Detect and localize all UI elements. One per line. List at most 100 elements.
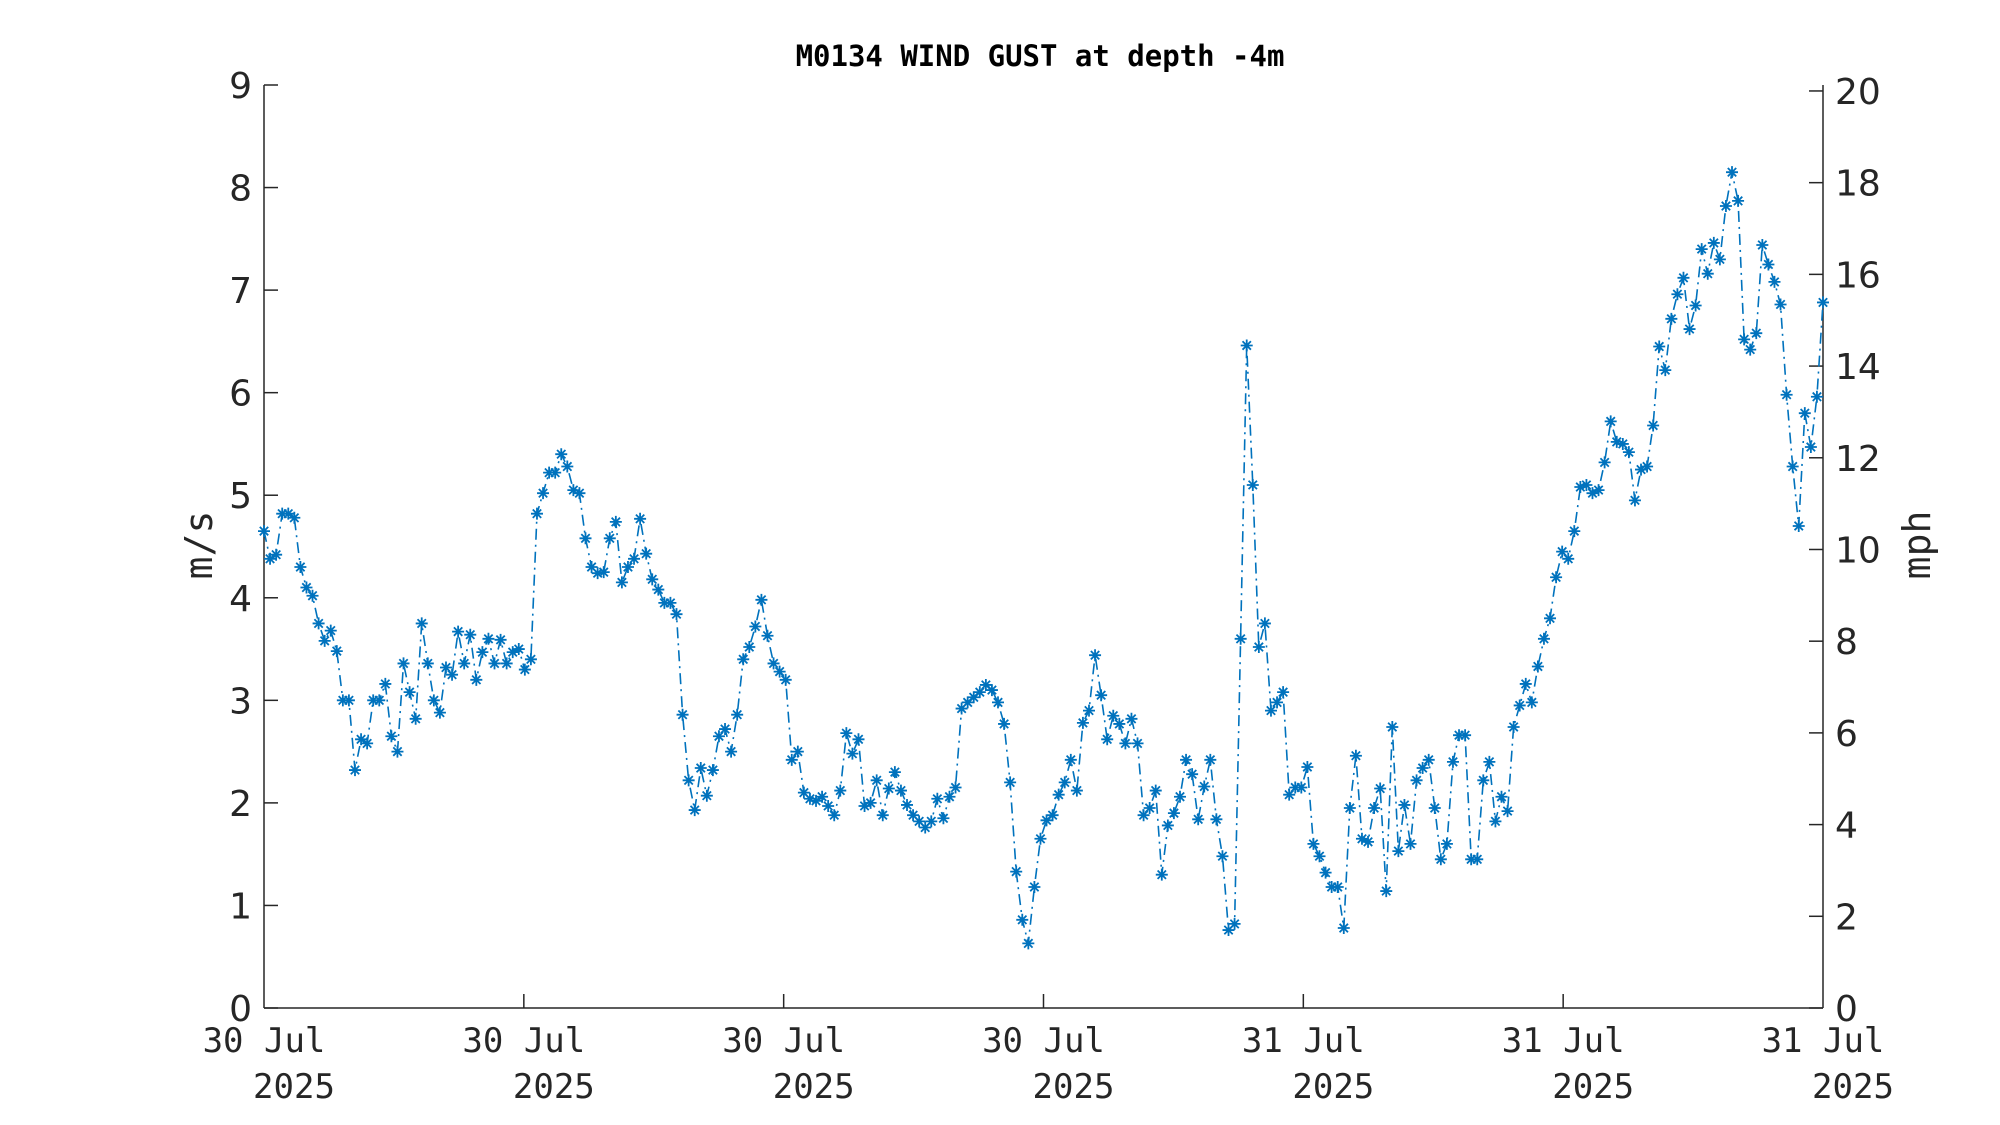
data-point-marker bbox=[1258, 617, 1271, 630]
data-point-marker bbox=[1483, 755, 1496, 768]
data-point-marker bbox=[1386, 720, 1399, 733]
data-point-marker bbox=[803, 792, 816, 805]
chart-title: M0134 WIND GUST at depth -4m bbox=[796, 39, 1285, 73]
data-point-marker bbox=[1592, 484, 1605, 497]
data-point-marker bbox=[834, 784, 847, 797]
data-point-marker bbox=[992, 696, 1004, 709]
data-point-marker bbox=[767, 657, 780, 670]
data-point-marker bbox=[397, 657, 410, 670]
data-point-marker bbox=[1289, 781, 1302, 794]
data-point-marker bbox=[1446, 755, 1459, 768]
data-point-marker bbox=[1034, 832, 1047, 845]
data-point-marker bbox=[1319, 866, 1332, 879]
data-point-marker bbox=[1780, 388, 1793, 401]
data-point-marker bbox=[1817, 296, 1829, 309]
data-point-marker bbox=[446, 668, 459, 681]
data-point-marker bbox=[979, 678, 992, 691]
data-point-marker bbox=[433, 706, 446, 719]
data-point-marker bbox=[567, 484, 580, 497]
data-point-marker bbox=[1580, 478, 1593, 491]
data-point-marker bbox=[870, 774, 883, 787]
data-point-marker bbox=[1264, 704, 1277, 717]
x-tick-label-date: 31 Jul bbox=[1242, 1021, 1365, 1061]
data-point-marker bbox=[1155, 868, 1168, 881]
data-point-marker bbox=[925, 815, 938, 828]
plot-axes bbox=[263, 85, 1824, 1009]
data-point-marker bbox=[1228, 917, 1241, 930]
data-point-marker bbox=[1465, 853, 1478, 866]
data-point-marker bbox=[621, 561, 634, 574]
data-point-marker bbox=[1604, 415, 1617, 428]
data-point-marker bbox=[1622, 446, 1635, 459]
data-point-marker bbox=[282, 507, 295, 520]
data-point-marker bbox=[1392, 845, 1405, 858]
data-point-marker bbox=[276, 507, 289, 520]
x-tick-label-year: 2025 bbox=[513, 1067, 595, 1107]
data-point-marker bbox=[1192, 813, 1205, 826]
data-point-marker bbox=[700, 789, 713, 802]
data-point-marker bbox=[1362, 835, 1375, 848]
data-point-marker bbox=[609, 515, 622, 528]
data-point-marker bbox=[1246, 478, 1259, 491]
data-point-marker bbox=[1750, 327, 1763, 340]
data-point-marker bbox=[1052, 788, 1065, 801]
data-point-marker bbox=[1131, 737, 1144, 750]
data-point-marker bbox=[737, 653, 750, 666]
data-point-marker bbox=[973, 686, 986, 699]
data-point-marker bbox=[1070, 784, 1083, 797]
data-point-marker bbox=[1641, 460, 1654, 473]
data-point-marker bbox=[1410, 774, 1423, 787]
data-point-marker bbox=[1271, 696, 1284, 709]
data-point-marker bbox=[1726, 166, 1739, 179]
data-point-marker bbox=[658, 596, 671, 609]
data-point-marker bbox=[1768, 275, 1781, 288]
data-point-marker bbox=[439, 661, 452, 674]
data-point-marker bbox=[1149, 784, 1162, 797]
data-point-marker bbox=[409, 712, 422, 725]
data-point-marker bbox=[1313, 850, 1326, 863]
x-tick-label-date: 30 Jul bbox=[462, 1021, 585, 1061]
data-point-marker bbox=[1428, 802, 1441, 815]
data-point-marker bbox=[1616, 437, 1629, 450]
data-point-marker bbox=[761, 629, 774, 642]
data-point-marker bbox=[1471, 853, 1484, 866]
data-point-marker bbox=[597, 566, 610, 579]
data-point-marker bbox=[1198, 780, 1211, 793]
data-point-marker bbox=[1355, 832, 1368, 845]
data-point-marker bbox=[779, 673, 792, 686]
data-point-marker bbox=[913, 815, 926, 828]
data-point-marker bbox=[634, 512, 647, 525]
data-point-marker bbox=[1204, 753, 1217, 766]
data-point-marker bbox=[603, 532, 616, 545]
data-point-marker bbox=[1653, 340, 1666, 353]
data-point-marker bbox=[943, 790, 956, 803]
data-point-marker bbox=[403, 686, 416, 699]
data-point-marker bbox=[876, 809, 889, 822]
data-point-marker bbox=[846, 747, 859, 760]
data-point-marker bbox=[755, 593, 768, 606]
data-point-marker bbox=[1495, 790, 1508, 803]
data-point-marker bbox=[1125, 712, 1138, 725]
y-tick-label-left: 8 bbox=[229, 169, 252, 210]
data-point-marker bbox=[1046, 809, 1059, 822]
data-point-marker bbox=[858, 799, 871, 812]
data-point-marker bbox=[985, 684, 998, 697]
data-point-marker bbox=[725, 745, 738, 758]
data-point-marker bbox=[882, 782, 895, 795]
data-point-marker bbox=[1525, 696, 1538, 709]
y-tick-label-right: 16 bbox=[1835, 255, 1881, 296]
data-point-marker bbox=[1586, 487, 1599, 500]
data-point-marker bbox=[1252, 641, 1265, 654]
y-tick-label-right: 18 bbox=[1835, 164, 1881, 205]
data-point-marker bbox=[579, 532, 592, 545]
data-point-marker bbox=[888, 766, 901, 779]
data-point-marker bbox=[1792, 519, 1805, 532]
data-point-marker bbox=[506, 646, 519, 659]
data-point-marker bbox=[1404, 837, 1417, 850]
data-point-marker bbox=[1173, 790, 1186, 803]
x-ticks: 30 Jul 2025 30 Jul 2025 30 Jul 2025 30 Jul 2025… bbox=[203, 994, 1894, 1107]
data-point-marker bbox=[264, 552, 277, 565]
data-point-marker bbox=[1010, 865, 1023, 878]
data-point-marker bbox=[543, 466, 556, 479]
